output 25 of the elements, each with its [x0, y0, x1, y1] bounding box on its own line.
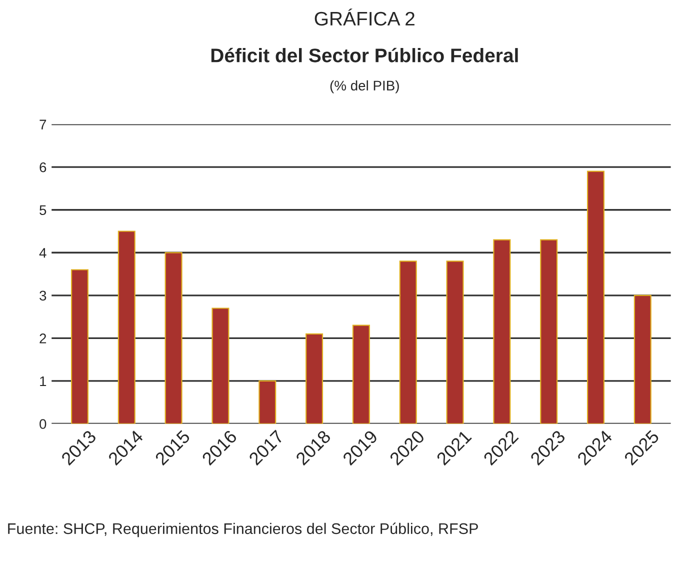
bar — [352, 324, 370, 424]
bar — [586, 170, 605, 424]
bar — [634, 294, 652, 424]
bar — [70, 269, 89, 424]
chart-subtitle: Déficit del Sector Público Federal — [211, 48, 518, 62]
y-tick-label: 0 — [40, 419, 46, 429]
y-tick-label: 1 — [40, 376, 46, 386]
bar — [493, 239, 511, 424]
bar — [164, 252, 182, 424]
y-tick-label: 6 — [40, 162, 46, 172]
source-note: Fuente: SHCP, Requerimientos Financieros del Sector Público, RFSP — [8, 522, 478, 538]
y-tick-label: 2 — [40, 334, 46, 344]
bar — [258, 380, 276, 424]
y-tick-label: 5 — [40, 205, 46, 216]
y-axis-title: (% del PIB) — [330, 80, 399, 94]
bar — [212, 308, 230, 424]
bar — [306, 333, 324, 424]
chart-title: GRÁFICA 2 — [314, 8, 414, 26]
bar — [540, 239, 558, 424]
y-tick-label: 3 — [40, 290, 46, 301]
y-tick-label: 4 — [39, 248, 46, 258]
y-tick-label: 7 — [40, 120, 46, 130]
bar — [446, 260, 464, 424]
bar — [399, 260, 417, 424]
bar — [118, 230, 136, 424]
